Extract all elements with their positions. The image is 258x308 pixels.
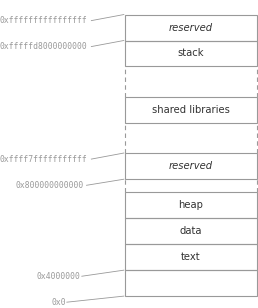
Text: 0xfffffd8000000000: 0xfffffd8000000000 [0,42,88,51]
Bar [125,218,257,244]
Text: stack: stack [178,48,204,59]
Text: heap: heap [179,200,203,210]
Text: 0xffffffffffffffff: 0xffffffffffffffff [0,16,88,25]
Bar [125,14,257,40]
Bar [125,153,257,179]
Bar [125,40,257,67]
Text: data: data [180,226,202,236]
Text: shared libraries: shared libraries [152,105,230,115]
Bar [125,97,257,123]
Text: 0x4000000: 0x4000000 [36,272,80,281]
Bar [125,192,257,218]
Text: 0xffff7fffffffffff: 0xffff7fffffffffff [0,155,88,164]
Text: 0x0: 0x0 [52,298,66,307]
Bar [125,270,257,296]
Text: reserved: reserved [169,161,213,171]
Text: text: text [181,252,201,262]
Bar [125,244,257,270]
Text: 0x800000000000: 0x800000000000 [15,181,84,190]
Text: reserved: reserved [169,22,213,33]
